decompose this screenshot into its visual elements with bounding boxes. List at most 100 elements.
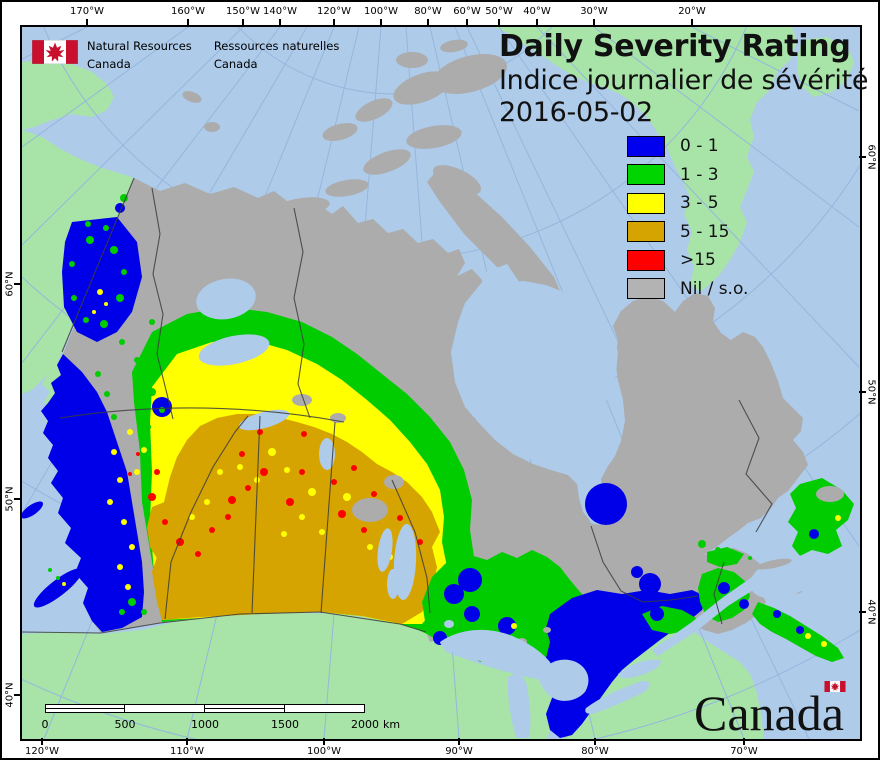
legend-row: 1 - 3 bbox=[627, 161, 748, 190]
legend-swatch bbox=[627, 192, 665, 214]
tick-mark bbox=[427, 19, 429, 26]
quebec-blue-circle bbox=[585, 483, 627, 525]
graticule-label-bottom: 110°W bbox=[170, 746, 204, 757]
tick-mark bbox=[242, 19, 244, 26]
region-orange-prairies bbox=[152, 414, 440, 624]
nrcan-signature: Natural Resources Canada Ressources natur… bbox=[32, 38, 361, 74]
tick-mark bbox=[593, 19, 595, 26]
graticule-label-bottom: 90°W bbox=[445, 746, 473, 757]
graticule-label-bottom: 80°W bbox=[581, 746, 609, 757]
tick-mark bbox=[594, 738, 596, 745]
graticule-label-right: 50°N bbox=[865, 379, 877, 405]
lake-ontario bbox=[618, 659, 662, 679]
legend-swatch bbox=[627, 164, 665, 186]
tick-mark bbox=[859, 391, 866, 393]
wordmark-flag-icon bbox=[824, 681, 846, 692]
legend-row: >15 bbox=[627, 246, 748, 275]
tick-mark bbox=[86, 19, 88, 26]
lake-superior bbox=[440, 629, 552, 675]
graticule-label-top: 150°W bbox=[226, 6, 260, 17]
scale-bar: 0 500 1000 1500 2000 km bbox=[41, 704, 400, 734]
legend-label: 3 - 5 bbox=[680, 193, 719, 214]
graticule-label-top: 40°W bbox=[523, 6, 551, 17]
lake-michigan bbox=[507, 673, 531, 738]
tick-mark bbox=[859, 611, 866, 613]
scale-bar-value: 2000 bbox=[351, 718, 379, 731]
graticule-label-bottom: 120°W bbox=[25, 746, 59, 757]
legend-row: 0 - 1 bbox=[627, 132, 748, 161]
scale-bar-unit: km bbox=[383, 718, 401, 731]
tick-mark bbox=[186, 738, 188, 745]
legend-swatch bbox=[627, 221, 665, 243]
red-speckles bbox=[128, 429, 423, 557]
tick-mark bbox=[743, 738, 745, 745]
great-slave-lake bbox=[198, 334, 270, 366]
region-blue-bc-coast bbox=[41, 354, 144, 632]
tick-mark bbox=[187, 19, 189, 26]
title-en: Daily Severity Rating bbox=[499, 29, 851, 64]
canada-wordmark: Canada bbox=[694, 681, 846, 741]
nrcan-text-fr: Ressources naturelles Canada bbox=[213, 39, 340, 71]
legend-row: 5 - 15 bbox=[627, 218, 748, 247]
lakes bbox=[196, 278, 818, 738]
tick-mark bbox=[498, 19, 500, 26]
graticule-label-top: 30°W bbox=[580, 6, 608, 17]
legend-label: Nil / s.o. bbox=[680, 278, 749, 299]
anticosti-island bbox=[756, 558, 792, 570]
wordmark-text: Canad bbox=[694, 685, 822, 741]
lake-winnipeg bbox=[393, 524, 417, 600]
scale-bar-value: 1500 bbox=[271, 718, 299, 731]
title-date: 2016-05-02 bbox=[499, 96, 653, 128]
legend: 0 - 1 1 - 3 3 - 5 5 - 15 >15 Nil / s.o. bbox=[627, 132, 748, 303]
graticule-label-top: 170°W bbox=[70, 6, 104, 17]
scale-bar-value: 500 bbox=[114, 718, 136, 731]
legend-label: 1 - 3 bbox=[680, 164, 719, 185]
legend-swatch bbox=[627, 278, 665, 300]
graticule-label-top: 140°W bbox=[263, 6, 297, 17]
province-borders bbox=[22, 177, 773, 634]
graticule-label-bottom: 100°W bbox=[307, 746, 341, 757]
canada-severity-map bbox=[22, 27, 860, 739]
graticule-label-right: 60°N bbox=[865, 144, 877, 170]
scale-bar-segments bbox=[45, 704, 365, 713]
tick-mark bbox=[536, 19, 538, 26]
graticule-label-top: 50°W bbox=[485, 6, 513, 17]
graticule-label-bottom: 70°W bbox=[730, 746, 758, 757]
legend-label: 5 - 15 bbox=[680, 221, 730, 242]
canada-flag-icon bbox=[32, 40, 78, 64]
tick-mark bbox=[323, 738, 325, 745]
tick-mark bbox=[859, 156, 866, 158]
great-bear-lake bbox=[196, 278, 256, 320]
graticule-label-right: 40°N bbox=[865, 599, 877, 625]
tick-mark bbox=[14, 694, 21, 696]
graticule-label-top: 20°W bbox=[678, 6, 706, 17]
tick-mark bbox=[333, 19, 335, 26]
tick-mark bbox=[458, 738, 460, 745]
map-title-block: Daily Severity Rating Indice journalier … bbox=[499, 29, 869, 129]
yellow-speckles bbox=[62, 289, 841, 647]
graticule-label-top: 120°W bbox=[317, 6, 351, 17]
gray-patches bbox=[292, 394, 844, 646]
hudson-bay bbox=[457, 264, 618, 520]
st-lawrence bbox=[652, 560, 806, 656]
lake-huron bbox=[539, 659, 589, 701]
blue-spots bbox=[115, 203, 819, 645]
tick-mark bbox=[41, 738, 43, 745]
legend-row: 3 - 5 bbox=[627, 189, 748, 218]
legend-label: >15 bbox=[680, 250, 716, 271]
title-fr: Indice journalier de sévérité bbox=[499, 64, 869, 96]
tick-mark bbox=[14, 283, 21, 285]
tick-mark bbox=[466, 19, 468, 26]
green-speckles bbox=[48, 194, 752, 618]
legend-swatch bbox=[627, 135, 665, 157]
tick-mark bbox=[14, 498, 21, 500]
scale-bar-value: 1000 bbox=[191, 718, 219, 731]
graticule-label-top: 100°W bbox=[364, 6, 398, 17]
tick-mark bbox=[380, 19, 382, 26]
tick-mark bbox=[691, 19, 693, 26]
graticule-label-top: 60°W bbox=[453, 6, 481, 17]
tick-mark bbox=[279, 19, 281, 26]
nrcan-text-en: Natural Resources Canada bbox=[87, 39, 192, 71]
scale-bar-value: 0 bbox=[41, 718, 49, 731]
